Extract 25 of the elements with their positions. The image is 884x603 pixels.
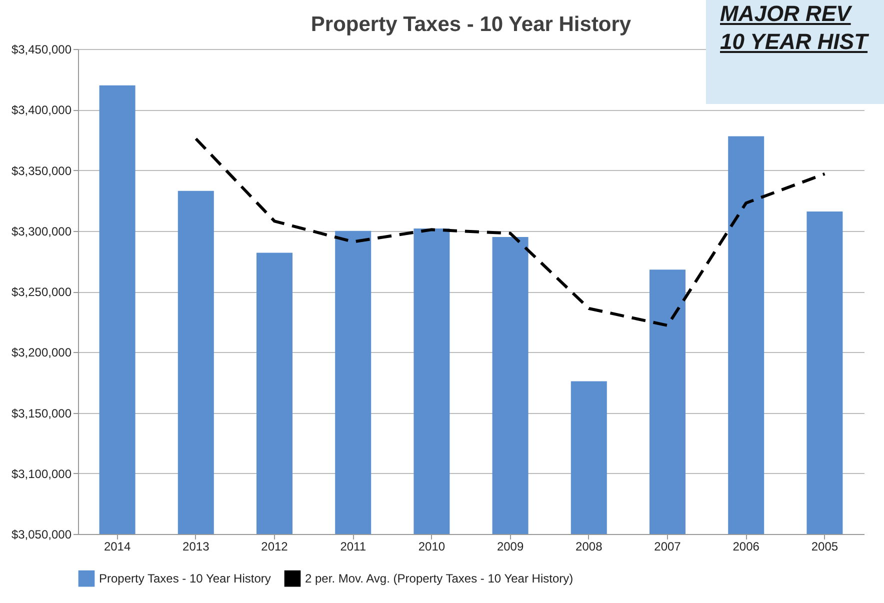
y-tick-label: $3,150,000: [11, 406, 72, 420]
x-tick-label: 2012: [261, 540, 288, 554]
y-tick-label: $3,200,000: [11, 346, 72, 360]
y-tick-label: $3,350,000: [11, 164, 72, 178]
y-tick-label: $3,100,000: [11, 466, 72, 481]
chart-title: Property Taxes - 10 Year History: [310, 13, 632, 36]
text: MAJOR REV: [720, 0, 854, 28]
line-series: [194, 137, 826, 327]
x-tick-label: 2010: [418, 540, 446, 554]
x-tick-label: 2014: [104, 540, 131, 554]
y-tick-label: $3,300,000: [11, 224, 72, 238]
y-tick-label: $3,450,000: [11, 42, 72, 56]
x-tick-label: 2013: [182, 540, 210, 554]
x-tick-label: 2011: [340, 540, 366, 554]
legend-label: Property Taxes - 10 Year History: [99, 572, 271, 586]
x-tick-label: 2006: [732, 540, 760, 554]
x-tick-label: 2007: [654, 540, 682, 554]
x-tick-label: 2005: [811, 540, 838, 554]
legend-label: 2 per. Mov. Avg. (Property Taxes - 10 Year History): [305, 572, 574, 586]
x-tick-label: 2008: [576, 540, 603, 554]
y-tick-label: $3,050,000: [11, 528, 72, 542]
annotation: 10 YEAR HIST: [720, 28, 870, 56]
y-tick-label: $3,250,000: [11, 285, 72, 299]
y-tick-label: $3,400,000: [11, 103, 72, 118]
x-tick-label: 2009: [496, 540, 524, 554]
